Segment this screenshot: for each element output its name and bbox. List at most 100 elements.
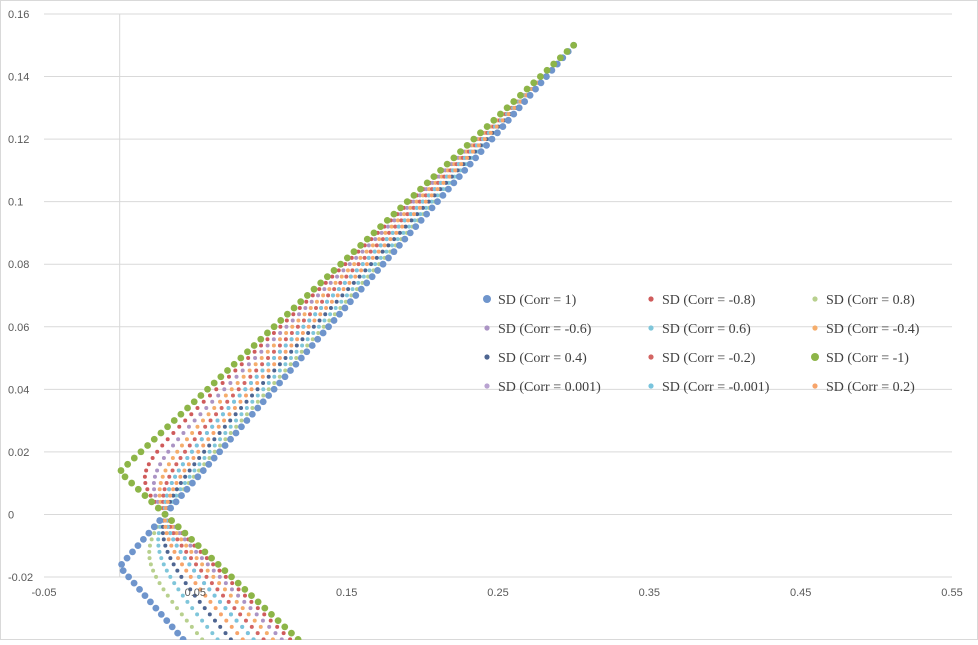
data-point <box>270 385 278 393</box>
data-point <box>205 460 213 468</box>
data-point <box>288 355 293 360</box>
data-point <box>218 612 223 617</box>
data-point <box>350 287 355 292</box>
series--1 <box>117 41 578 645</box>
data-point <box>125 573 133 581</box>
data-point <box>162 518 167 523</box>
data-point <box>195 424 200 429</box>
data-point <box>238 399 243 404</box>
data-point <box>405 205 410 210</box>
data-point <box>423 193 428 198</box>
data-point <box>300 343 305 348</box>
data-point <box>370 243 375 248</box>
legend-marker <box>648 296 654 302</box>
data-point <box>470 149 475 154</box>
data-point <box>351 280 356 285</box>
data-point <box>370 255 375 260</box>
data-point <box>260 618 265 623</box>
data-point <box>221 593 226 598</box>
data-point <box>254 598 262 606</box>
data-point <box>161 587 166 592</box>
data-point <box>437 166 444 174</box>
data-point <box>203 593 208 598</box>
data-point <box>536 73 544 80</box>
data-point <box>244 348 251 356</box>
data-point <box>427 187 432 192</box>
data-point <box>211 431 216 436</box>
data-point <box>277 374 282 379</box>
data-point <box>197 431 202 436</box>
data-point <box>300 337 305 342</box>
data-point <box>429 187 434 192</box>
data-point <box>483 123 491 130</box>
data-point <box>319 305 324 310</box>
data-point <box>321 293 326 298</box>
data-point <box>264 329 271 337</box>
data-point <box>154 504 162 512</box>
data-point <box>316 293 321 298</box>
data-point <box>426 199 431 204</box>
data-point <box>174 606 179 611</box>
y-tick-label: 0.1 <box>8 197 23 209</box>
data-point <box>506 112 511 117</box>
x-tick-label: 0.45 <box>790 587 811 599</box>
data-point <box>210 454 218 462</box>
data-point <box>378 255 383 260</box>
data-point <box>218 399 223 404</box>
data-point <box>297 354 305 362</box>
data-point <box>228 573 235 581</box>
y-tick-label: -0.02 <box>8 572 33 584</box>
data-point <box>295 324 300 329</box>
data-point <box>183 449 188 454</box>
data-point <box>207 612 212 617</box>
legend: SD (Corr = 1) SD (Corr = -0.8) SD (Corr = … <box>483 293 920 395</box>
data-point <box>248 410 256 418</box>
data-point <box>432 193 437 198</box>
data-point <box>430 173 438 181</box>
data-point <box>407 224 412 229</box>
data-point <box>176 556 181 561</box>
data-point <box>339 274 344 279</box>
data-point <box>222 587 227 592</box>
data-point <box>303 348 311 356</box>
data-point <box>176 468 181 473</box>
series-layer <box>117 41 578 645</box>
data-point <box>165 593 170 598</box>
data-point <box>230 360 238 368</box>
data-point <box>197 462 202 467</box>
data-point <box>239 406 244 411</box>
data-point <box>323 280 328 285</box>
data-point <box>378 243 383 248</box>
data-point <box>259 349 264 354</box>
legend-label: SD (Corr = 1) <box>498 293 577 308</box>
data-point <box>395 218 400 223</box>
data-point <box>272 374 277 379</box>
data-point <box>310 285 318 293</box>
data-point <box>296 318 301 323</box>
data-point <box>211 562 216 567</box>
data-point <box>184 404 191 412</box>
data-point <box>335 293 340 298</box>
data-point <box>316 330 321 335</box>
data-point <box>418 212 423 217</box>
data-point <box>278 324 283 329</box>
data-point <box>255 393 260 398</box>
data-point <box>150 523 158 531</box>
data-point <box>386 224 391 229</box>
data-point <box>523 85 531 93</box>
data-point <box>532 85 539 93</box>
data-point <box>300 330 305 335</box>
data-point <box>205 624 210 629</box>
data-point <box>327 318 332 323</box>
data-point <box>330 293 335 298</box>
data-point <box>266 387 271 392</box>
data-point <box>164 493 169 498</box>
data-point <box>145 487 150 492</box>
data-point <box>165 437 170 442</box>
data-point <box>210 631 215 636</box>
data-point <box>130 454 138 462</box>
data-point <box>210 379 218 387</box>
data-point <box>201 443 206 448</box>
data-point <box>187 443 192 448</box>
data-point <box>171 487 176 492</box>
